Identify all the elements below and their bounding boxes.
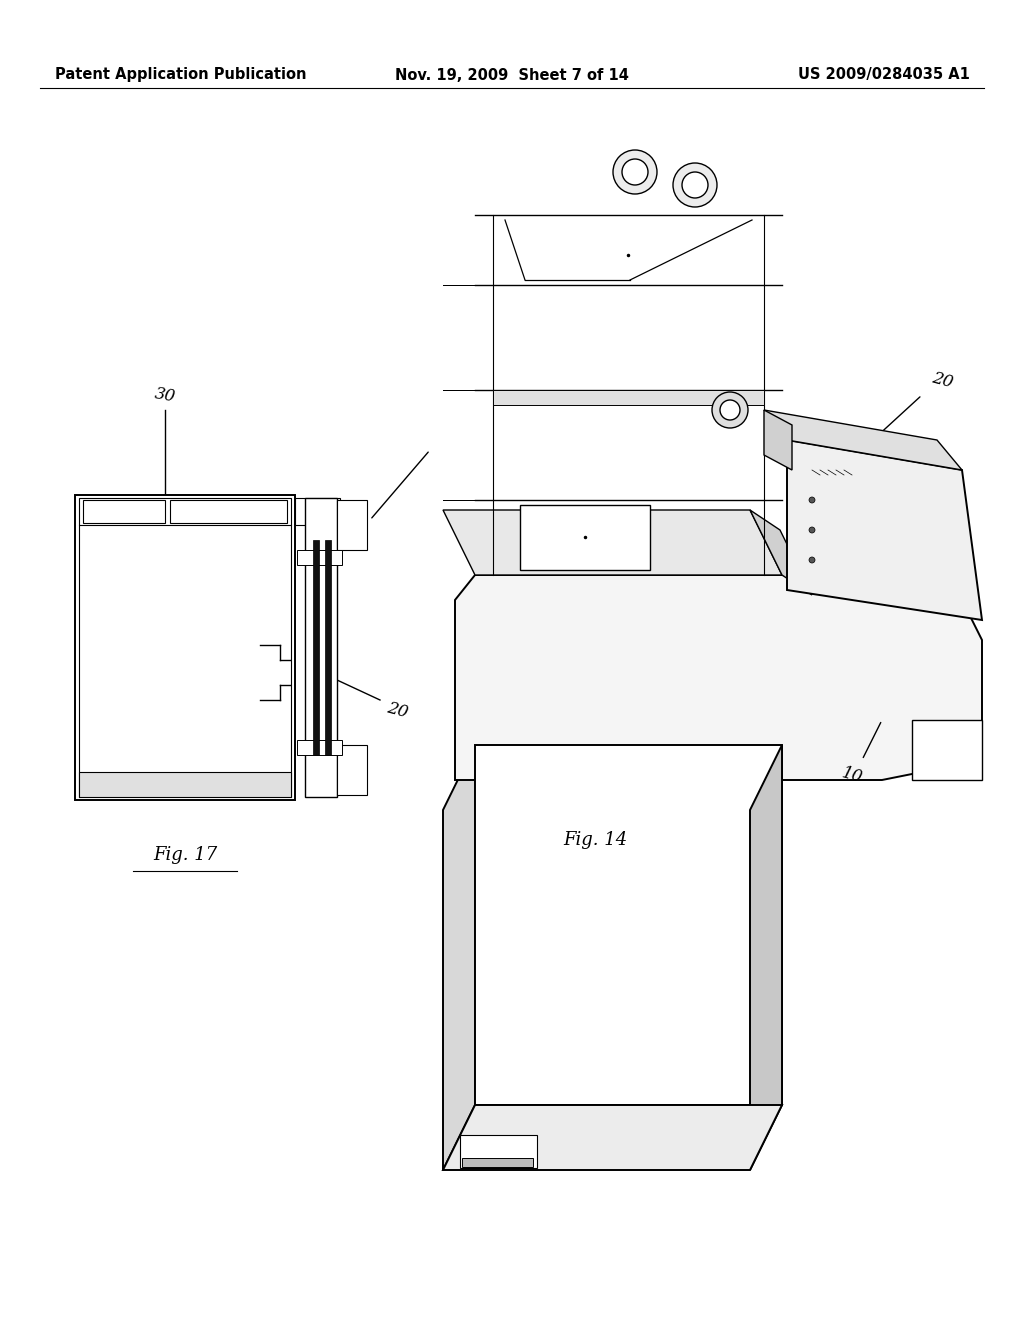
Polygon shape: [462, 1158, 534, 1167]
Polygon shape: [337, 744, 367, 795]
Polygon shape: [313, 540, 319, 755]
Polygon shape: [455, 576, 982, 780]
Polygon shape: [75, 495, 295, 800]
Polygon shape: [79, 498, 291, 525]
Text: 10: 10: [840, 764, 864, 785]
Text: Patent Application Publication: Patent Application Publication: [55, 67, 306, 82]
Text: 30: 30: [343, 524, 368, 546]
Polygon shape: [297, 550, 342, 565]
Polygon shape: [764, 411, 962, 470]
Polygon shape: [750, 744, 782, 1170]
Polygon shape: [79, 772, 291, 797]
Polygon shape: [443, 1105, 782, 1170]
Polygon shape: [520, 506, 650, 570]
Polygon shape: [475, 744, 782, 1105]
Polygon shape: [83, 500, 165, 523]
Polygon shape: [787, 440, 982, 620]
Polygon shape: [297, 741, 342, 755]
Polygon shape: [912, 719, 982, 780]
Polygon shape: [305, 498, 337, 797]
Text: 20: 20: [930, 370, 955, 391]
Circle shape: [613, 150, 657, 194]
Circle shape: [720, 400, 740, 420]
Text: 20: 20: [385, 700, 410, 721]
Circle shape: [673, 162, 717, 207]
Polygon shape: [750, 510, 812, 595]
Polygon shape: [325, 540, 331, 755]
Circle shape: [712, 392, 748, 428]
Circle shape: [809, 527, 815, 533]
Polygon shape: [443, 744, 475, 1170]
Circle shape: [809, 498, 815, 503]
Text: Nov. 19, 2009  Sheet 7 of 14: Nov. 19, 2009 Sheet 7 of 14: [395, 67, 629, 82]
Polygon shape: [170, 500, 287, 523]
Circle shape: [682, 172, 708, 198]
Polygon shape: [764, 411, 792, 470]
Polygon shape: [295, 498, 340, 525]
Polygon shape: [493, 389, 764, 405]
Polygon shape: [443, 510, 782, 576]
Polygon shape: [460, 1135, 537, 1168]
Circle shape: [622, 158, 648, 185]
Polygon shape: [337, 500, 367, 550]
Text: Fig. 14: Fig. 14: [563, 832, 627, 849]
Text: 30: 30: [153, 385, 177, 405]
Text: Fig. 17: Fig. 17: [153, 846, 217, 865]
Circle shape: [809, 557, 815, 564]
Text: US 2009/0284035 A1: US 2009/0284035 A1: [798, 67, 970, 82]
